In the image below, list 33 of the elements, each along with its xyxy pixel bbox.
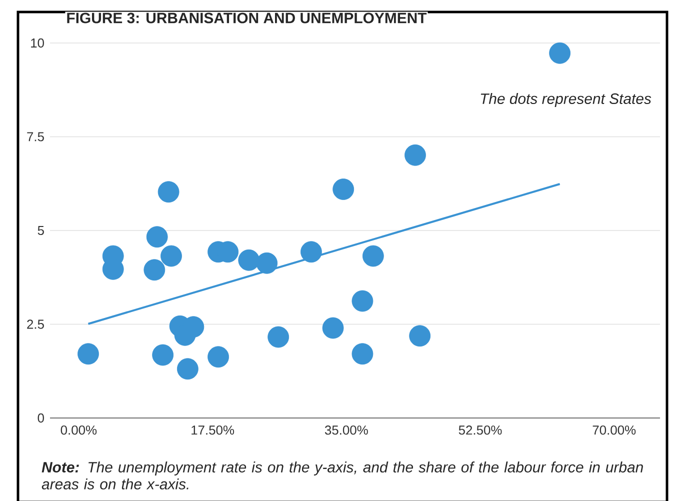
point <box>208 346 229 368</box>
x-tick-label: 35.00% <box>324 426 368 435</box>
point <box>549 42 571 64</box>
y-tick-label: 0 <box>38 413 44 423</box>
y-tick-label: 7.5 <box>27 132 44 142</box>
x-tick-label: 0.00% <box>60 426 97 435</box>
point <box>352 290 374 312</box>
point <box>362 245 384 267</box>
point <box>300 241 322 263</box>
point <box>352 343 374 365</box>
point <box>268 326 290 348</box>
chart-title: FIGURE 3: URBANISATION AND UNEMPLOYMENT <box>67 12 427 24</box>
point <box>409 325 431 347</box>
point <box>332 178 354 200</box>
point <box>160 245 182 267</box>
point <box>152 344 174 366</box>
y-tick-label: 2.5 <box>27 320 44 329</box>
x-tick-label: 17.50% <box>192 426 234 435</box>
x-tick-label: 52.50% <box>458 426 502 435</box>
point <box>404 144 426 166</box>
point <box>256 252 278 274</box>
point <box>176 358 198 380</box>
point <box>158 181 180 203</box>
point <box>238 249 260 271</box>
point <box>144 259 166 281</box>
point <box>78 343 99 365</box>
annotation: The dots represent States <box>480 93 652 107</box>
text: Note: The unemployment rate is on the y-axis, and the share of the labour force in urban areas is on the x-axis. <box>42 462 643 490</box>
x-tick-label: 70.00% <box>592 426 636 435</box>
point <box>322 317 344 339</box>
y-tick-label: 10 <box>31 38 44 48</box>
y-tick-label: 5 <box>38 226 44 236</box>
point <box>146 226 168 248</box>
